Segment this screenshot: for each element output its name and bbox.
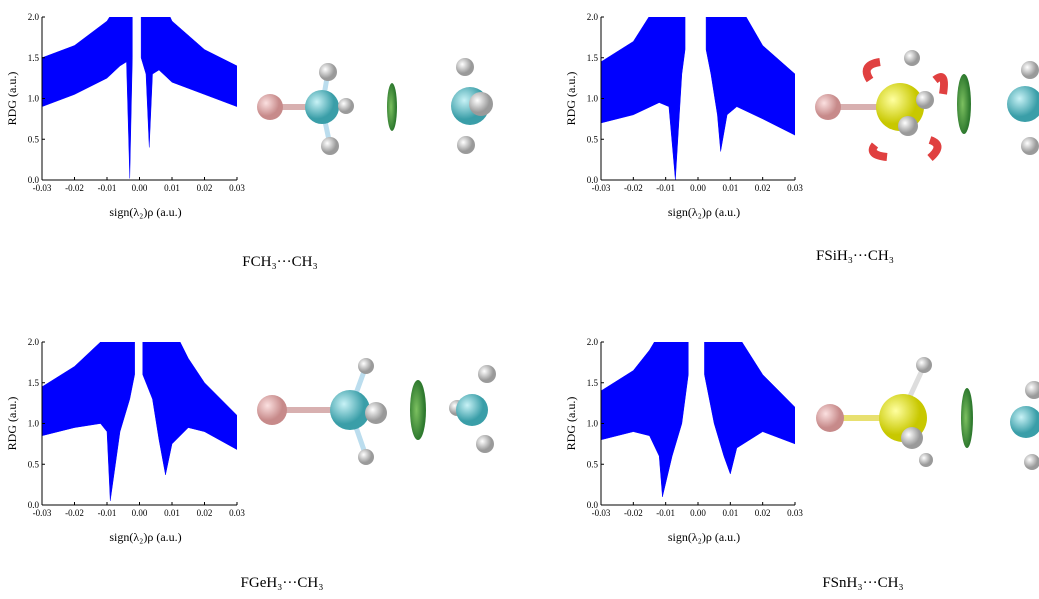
y-tick-label: 1.0 [28, 419, 40, 429]
y-tick-label: 0.0 [587, 175, 599, 185]
rdg-band [42, 0, 237, 178]
x-tick-label: 0.01 [164, 508, 180, 518]
x-axis-label: sign(λ₂)ρ (a.u.) [109, 205, 181, 219]
x-tick-label: -0.01 [98, 508, 117, 518]
y-tick-label: 0.5 [28, 459, 40, 469]
x-axis-label: sign(λ₂)ρ (a.u.) [109, 530, 181, 544]
y-tick-label: 0.5 [587, 459, 599, 469]
x-tick-label: 0.00 [690, 183, 706, 193]
y-tick-label: 1.5 [587, 53, 599, 63]
x-axis-label: sign(λ₂)ρ (a.u.) [668, 205, 740, 219]
molecule-diagram [257, 58, 493, 155]
y-tick-label: 0.0 [28, 175, 40, 185]
x-tick-label: 0.00 [132, 508, 148, 518]
x-tick-label: -0.01 [98, 183, 117, 193]
x-tick-label: 0.00 [132, 183, 148, 193]
y-tick-label: 0.0 [28, 500, 40, 510]
panel-caption: FGeH₃···CH₃ [241, 575, 324, 591]
molecule-diagram [815, 50, 1039, 158]
y-axis-label: RDG (a.u.) [564, 72, 578, 126]
y-tick-label: 1.5 [28, 53, 40, 63]
molecule-diagram [257, 358, 496, 465]
x-tick-label: 0.03 [229, 508, 245, 518]
y-axis-label: RDG (a.u.) [5, 72, 19, 126]
x-tick-label: 0.02 [755, 508, 771, 518]
y-axis-label: RDG (a.u.) [5, 397, 19, 451]
rdg-band [601, 0, 795, 180]
x-tick-label: 0.02 [197, 183, 213, 193]
x-tick-label: 0.02 [197, 508, 213, 518]
x-tick-label: 0.03 [229, 183, 245, 193]
x-tick-label: 0.01 [722, 183, 738, 193]
y-tick-label: 0.0 [587, 500, 599, 510]
y-tick-label: 0.5 [587, 134, 599, 144]
x-tick-label: 0.03 [787, 508, 803, 518]
x-axis-label: sign(λ₂)ρ (a.u.) [668, 530, 740, 544]
y-tick-label: 1.0 [587, 419, 599, 429]
x-tick-label: -0.02 [624, 508, 643, 518]
x-tick-label: -0.01 [656, 183, 675, 193]
x-tick-label: -0.01 [656, 508, 675, 518]
page: -0.03-0.02-0.010.000.010.020.030.00.51.0… [0, 0, 1039, 599]
x-tick-label: -0.02 [624, 183, 643, 193]
y-tick-label: 1.5 [587, 378, 599, 388]
x-tick-label: 0.00 [690, 508, 706, 518]
y-axis-label: RDG (a.u.) [564, 397, 578, 451]
y-tick-label: 2.0 [587, 12, 599, 22]
y-tick-label: 1.5 [28, 378, 40, 388]
rdg-band [42, 301, 237, 501]
x-tick-label: -0.02 [65, 508, 84, 518]
x-tick-label: -0.02 [65, 183, 84, 193]
panel-caption: FSnH₃···CH₃ [822, 575, 903, 591]
x-tick-label: 0.01 [164, 183, 180, 193]
y-tick-label: 1.0 [587, 94, 599, 104]
y-tick-label: 2.0 [28, 12, 40, 22]
panel-caption: FCH₃···CH₃ [242, 254, 317, 270]
x-tick-label: 0.03 [787, 183, 803, 193]
x-tick-label: 0.02 [755, 183, 771, 193]
figure: -0.03-0.02-0.010.000.010.020.030.00.51.0… [0, 0, 1039, 599]
y-tick-label: 2.0 [28, 337, 40, 347]
molecule-diagram [816, 357, 1039, 470]
y-tick-label: 1.0 [28, 94, 40, 104]
y-tick-label: 2.0 [587, 337, 599, 347]
y-tick-label: 0.5 [28, 134, 40, 144]
panel-caption: FSiH₃···CH₃ [816, 248, 894, 264]
x-tick-label: 0.01 [722, 508, 738, 518]
rdg-band [601, 301, 795, 497]
